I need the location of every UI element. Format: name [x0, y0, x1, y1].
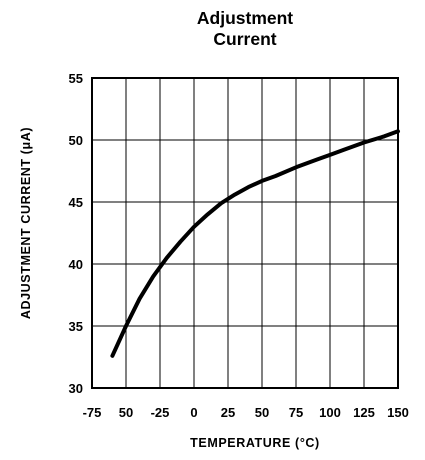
y-tick-label: 35	[69, 319, 83, 334]
y-tick-label: 50	[69, 133, 83, 148]
y-tick-label: 40	[69, 257, 83, 272]
x-tick-label: 25	[221, 405, 235, 420]
x-tick-label: 75	[289, 405, 303, 420]
chart-title-line-1: Adjustment	[196, 8, 294, 28]
x-tick-label: 150	[387, 405, 409, 420]
grid-lines	[92, 78, 398, 388]
x-tick-labels: -75 50 -25 0 25 50 75 100 125 150	[83, 405, 409, 420]
chart-title: Adjustment Current	[92, 8, 398, 50]
chart-title-line-2: Current	[213, 29, 277, 49]
series-line	[110, 129, 400, 358]
y-tick-label: 30	[69, 381, 83, 396]
y-tick-labels: 30 35 40 45 50 55	[69, 71, 83, 396]
y-tick-label: 45	[69, 195, 83, 210]
x-tick-label: 50	[119, 405, 133, 420]
x-tick-label: 50	[255, 405, 269, 420]
x-tick-label: 125	[353, 405, 375, 420]
x-tick-label: 100	[319, 405, 341, 420]
plot-frame	[91, 77, 399, 389]
x-tick-label: -75	[83, 405, 102, 420]
y-axis-label: ADJUSTMENT CURRENT (μA)	[19, 127, 33, 319]
x-tick-label: 0	[190, 405, 197, 420]
x-axis-label: TEMPERATURE (°C)	[190, 436, 320, 450]
y-tick-label: 55	[69, 71, 83, 86]
x-tick-label: -25	[151, 405, 170, 420]
